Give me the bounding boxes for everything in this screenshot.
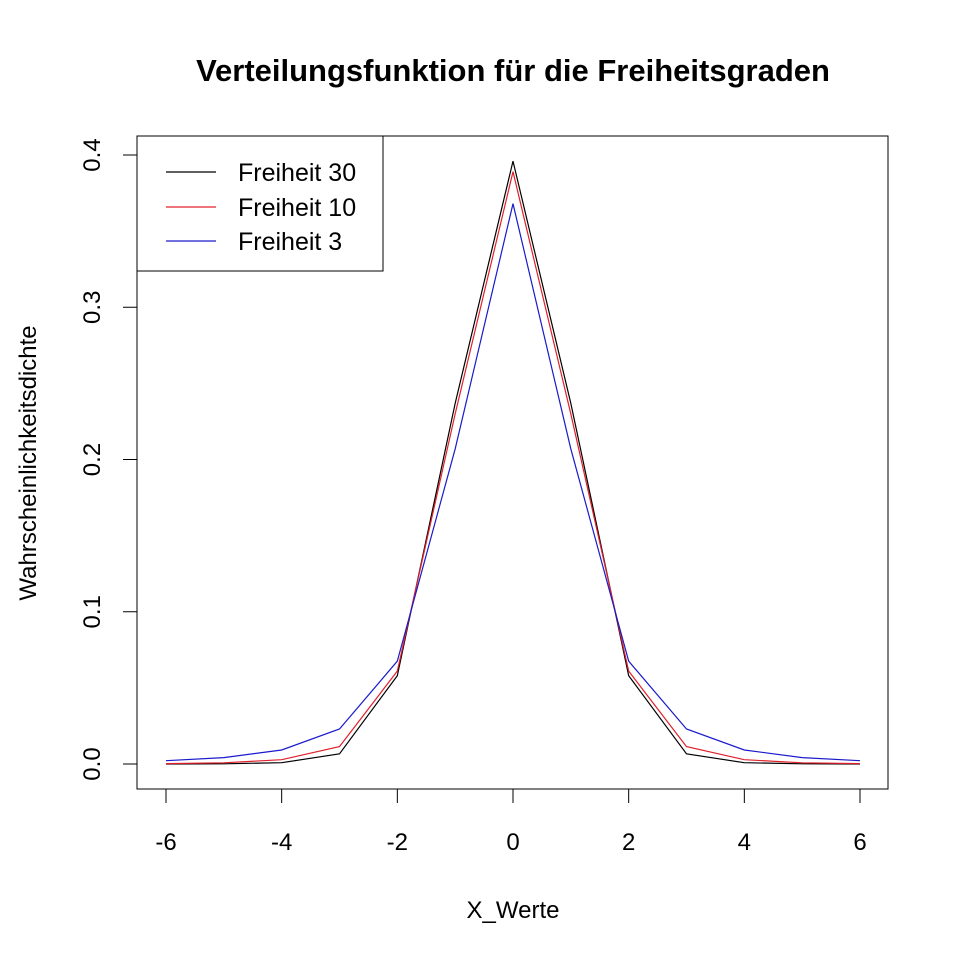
y-axis: 0.0 0.1 0.2 0.3 0.4	[79, 138, 138, 781]
y-axis-label: Wahrscheinlichkeitsdichte	[15, 325, 42, 600]
series-line-2	[165, 171, 861, 765]
legend-label-1: Freiheit 30	[238, 159, 356, 187]
series-line-1	[165, 160, 861, 765]
x-tick-label: 6	[853, 829, 866, 856]
y-tick-label: 0.0	[79, 747, 106, 780]
y-tick-label: 0.4	[79, 138, 106, 171]
y-tick-label: 0.1	[79, 595, 106, 628]
chart-title: Verteilungsfunktion für die Freiheitsgra…	[196, 53, 830, 88]
x-tick-label: 2	[622, 829, 635, 856]
legend-label-3: Freiheit 3	[238, 228, 342, 256]
x-tick-label: 0	[506, 829, 519, 856]
legend-label-2: Freiheit 10	[238, 194, 356, 222]
legend: Freiheit 30 Freiheit 10 Freiheit 3	[136, 135, 384, 272]
y-tick-label: 0.2	[79, 443, 106, 476]
x-tick-label: -2	[387, 829, 408, 856]
x-tick-label: 4	[738, 829, 751, 856]
x-axis: -6 -4 -2 0 2 4 6	[155, 788, 867, 856]
legend-box	[136, 135, 384, 272]
series-line-3	[165, 203, 861, 762]
series-layer	[165, 160, 861, 765]
y-tick-label: 0.3	[79, 291, 106, 324]
x-tick-label: -6	[155, 829, 176, 856]
x-tick-label: -4	[271, 829, 292, 856]
x-axis-label: X_Werte	[467, 897, 560, 924]
